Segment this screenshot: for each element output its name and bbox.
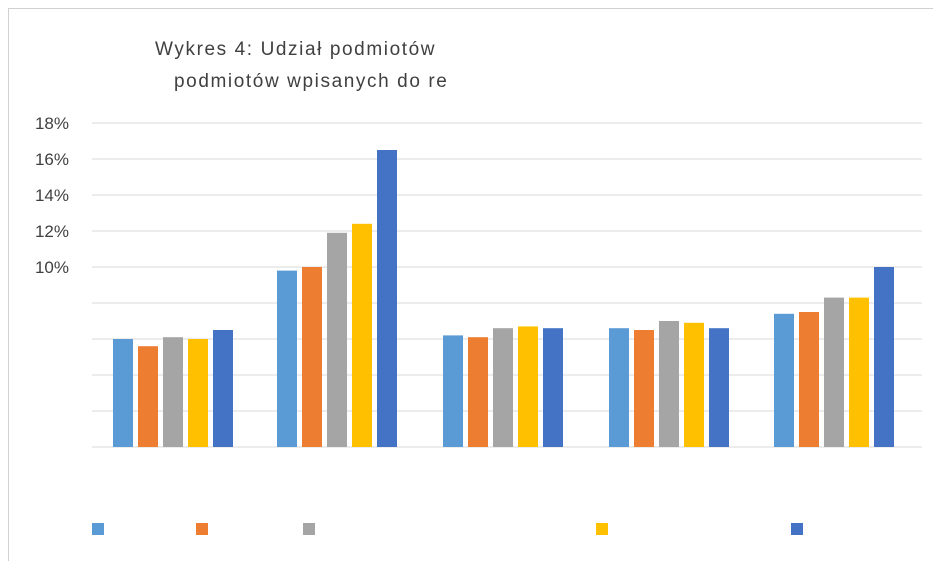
bar: [213, 330, 233, 447]
bar: [849, 297, 869, 447]
bar: [874, 267, 894, 447]
chart-area: Wykres 4: Udział podmiotów podmiotów wpi…: [8, 8, 933, 561]
bar: [609, 328, 629, 447]
bar: [799, 312, 819, 447]
bar: [163, 337, 183, 447]
legend-marker: [303, 523, 315, 535]
bar: [824, 297, 844, 447]
bar: [188, 339, 208, 447]
y-tick-label: 14%: [35, 186, 69, 205]
bar-chart: 18% 16% 14% 12% 10%: [35, 114, 922, 535]
chart-title-line-2: podmiotów wpisanych do re: [174, 71, 449, 92]
bar: [493, 328, 513, 447]
y-tick-label: 12%: [35, 222, 69, 241]
y-tick-label: 16%: [35, 150, 69, 169]
bar: [468, 337, 488, 447]
legend-marker: [92, 523, 104, 535]
y-tick-label: 18%: [35, 114, 69, 133]
bar: [684, 322, 704, 447]
bar: [443, 335, 463, 447]
bar: [634, 330, 654, 447]
bar: [709, 328, 729, 447]
bar: [518, 326, 538, 447]
bar: [543, 328, 563, 447]
y-tick-label: 10%: [35, 258, 69, 277]
bar: [113, 339, 133, 447]
legend-marker: [596, 523, 608, 535]
chart-title-line-1: Wykres 4: Udział podmiotów: [155, 39, 437, 60]
bar: [327, 232, 347, 447]
bar: [277, 270, 297, 447]
bar: [659, 321, 679, 447]
bar: [377, 150, 397, 447]
bar: [138, 346, 158, 447]
bar: [352, 223, 372, 447]
legend-marker: [196, 523, 208, 535]
legend-marker: [791, 523, 803, 535]
bar: [774, 313, 794, 447]
bar: [302, 267, 322, 447]
